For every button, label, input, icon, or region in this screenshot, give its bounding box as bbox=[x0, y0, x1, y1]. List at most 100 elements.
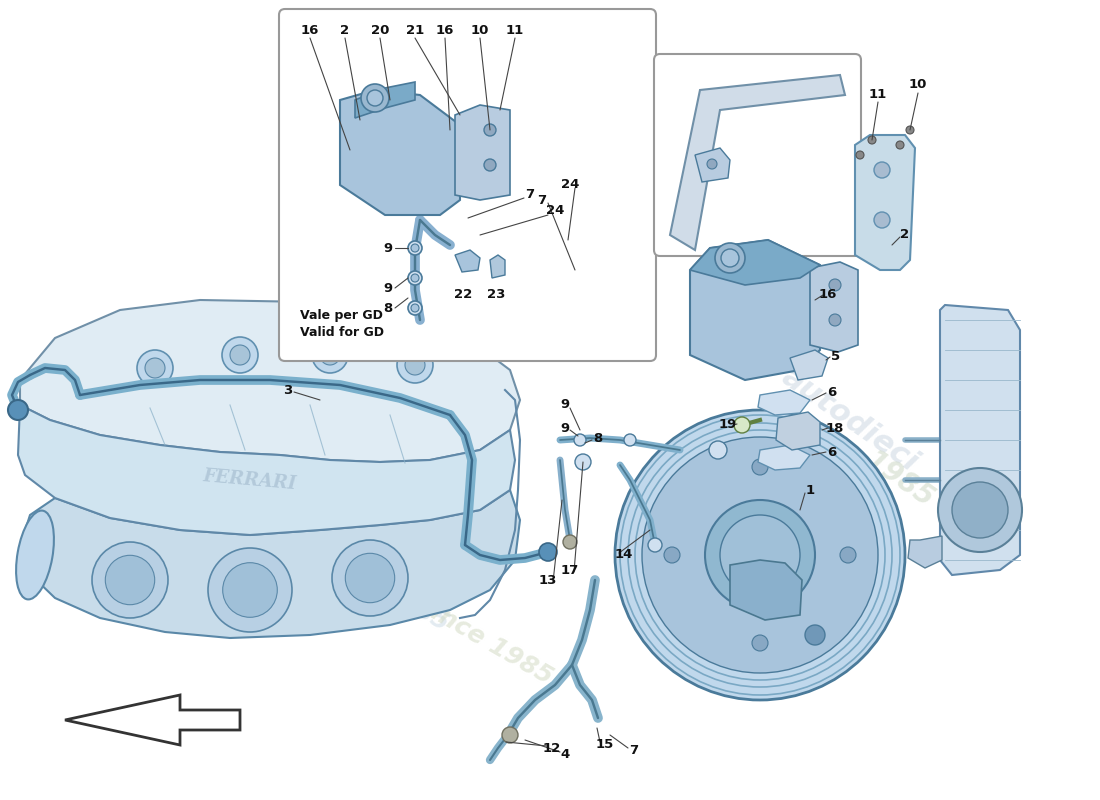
Circle shape bbox=[92, 542, 168, 618]
Circle shape bbox=[320, 345, 340, 365]
Circle shape bbox=[829, 279, 842, 291]
Polygon shape bbox=[670, 75, 845, 250]
Text: 8: 8 bbox=[384, 302, 393, 314]
Polygon shape bbox=[455, 250, 480, 272]
Circle shape bbox=[705, 500, 815, 610]
Text: 24: 24 bbox=[561, 178, 580, 191]
Circle shape bbox=[138, 350, 173, 386]
Polygon shape bbox=[790, 350, 828, 380]
Polygon shape bbox=[758, 390, 810, 415]
Circle shape bbox=[710, 441, 727, 459]
Text: 1: 1 bbox=[805, 483, 815, 497]
Circle shape bbox=[208, 548, 292, 632]
Text: 13: 13 bbox=[539, 574, 558, 586]
Circle shape bbox=[624, 434, 636, 446]
Text: 24: 24 bbox=[546, 203, 564, 217]
Polygon shape bbox=[690, 240, 820, 285]
Text: 2: 2 bbox=[901, 229, 910, 242]
Circle shape bbox=[715, 243, 745, 273]
Text: Vale per GD: Vale per GD bbox=[300, 309, 383, 322]
Circle shape bbox=[106, 555, 155, 605]
Circle shape bbox=[484, 159, 496, 171]
Circle shape bbox=[575, 454, 591, 470]
Polygon shape bbox=[730, 560, 802, 620]
Circle shape bbox=[312, 337, 348, 373]
Circle shape bbox=[484, 124, 496, 136]
Polygon shape bbox=[20, 300, 520, 462]
Circle shape bbox=[408, 241, 422, 255]
Text: 22: 22 bbox=[454, 289, 472, 302]
Polygon shape bbox=[695, 148, 730, 182]
Polygon shape bbox=[355, 82, 415, 118]
Text: 16: 16 bbox=[436, 23, 454, 37]
Circle shape bbox=[230, 345, 250, 365]
Polygon shape bbox=[940, 305, 1020, 575]
Circle shape bbox=[805, 625, 825, 645]
Circle shape bbox=[405, 355, 425, 375]
Circle shape bbox=[906, 126, 914, 134]
Circle shape bbox=[411, 304, 419, 312]
Circle shape bbox=[952, 482, 1008, 538]
Text: 20: 20 bbox=[371, 23, 389, 37]
Text: 8: 8 bbox=[593, 431, 603, 445]
Circle shape bbox=[367, 90, 383, 106]
Text: 5: 5 bbox=[832, 350, 840, 363]
Text: 11: 11 bbox=[869, 89, 887, 102]
Text: 9: 9 bbox=[384, 242, 393, 254]
Text: 9: 9 bbox=[560, 422, 570, 434]
Polygon shape bbox=[908, 536, 942, 568]
Text: 9: 9 bbox=[560, 398, 570, 411]
Text: FERRARI: FERRARI bbox=[202, 467, 297, 493]
Text: parts since 1985: parts since 1985 bbox=[342, 551, 558, 689]
Text: 4: 4 bbox=[560, 749, 570, 762]
Circle shape bbox=[938, 468, 1022, 552]
Text: 16: 16 bbox=[300, 23, 319, 37]
Polygon shape bbox=[776, 412, 820, 450]
Circle shape bbox=[720, 515, 800, 595]
Circle shape bbox=[874, 212, 890, 228]
Circle shape bbox=[642, 437, 878, 673]
Polygon shape bbox=[810, 262, 858, 352]
Polygon shape bbox=[758, 445, 810, 470]
Circle shape bbox=[734, 417, 750, 433]
Circle shape bbox=[752, 459, 768, 475]
Polygon shape bbox=[455, 105, 510, 200]
Text: 2: 2 bbox=[340, 23, 350, 37]
Circle shape bbox=[574, 434, 586, 446]
Circle shape bbox=[563, 535, 578, 549]
Circle shape bbox=[145, 358, 165, 378]
Text: autodieci: autodieci bbox=[777, 362, 924, 478]
Circle shape bbox=[345, 554, 395, 602]
Ellipse shape bbox=[16, 510, 54, 599]
Circle shape bbox=[707, 159, 717, 169]
Polygon shape bbox=[855, 135, 915, 270]
Text: 7: 7 bbox=[629, 743, 639, 757]
Polygon shape bbox=[490, 255, 505, 278]
Text: 19: 19 bbox=[719, 418, 737, 431]
Text: 23: 23 bbox=[487, 289, 505, 302]
Text: 10: 10 bbox=[471, 23, 490, 37]
Circle shape bbox=[856, 151, 864, 159]
Circle shape bbox=[539, 543, 557, 561]
Circle shape bbox=[752, 635, 768, 651]
Circle shape bbox=[502, 727, 518, 743]
Text: a part of autodieci 1985: a part of autodieci 1985 bbox=[147, 445, 453, 635]
Text: 11: 11 bbox=[506, 23, 524, 37]
Text: 14: 14 bbox=[615, 549, 634, 562]
Circle shape bbox=[332, 540, 408, 616]
Text: 7: 7 bbox=[526, 189, 535, 202]
Text: 1985: 1985 bbox=[860, 446, 939, 514]
Circle shape bbox=[868, 136, 876, 144]
Circle shape bbox=[8, 400, 28, 420]
Text: 7: 7 bbox=[538, 194, 547, 206]
Circle shape bbox=[408, 271, 422, 285]
Polygon shape bbox=[65, 695, 240, 745]
Circle shape bbox=[222, 562, 277, 618]
Circle shape bbox=[664, 547, 680, 563]
Circle shape bbox=[411, 274, 419, 282]
Text: 18: 18 bbox=[826, 422, 844, 434]
Text: Valid for GD: Valid for GD bbox=[300, 326, 384, 338]
Text: 6: 6 bbox=[827, 446, 837, 458]
Circle shape bbox=[648, 538, 662, 552]
Circle shape bbox=[222, 337, 258, 373]
